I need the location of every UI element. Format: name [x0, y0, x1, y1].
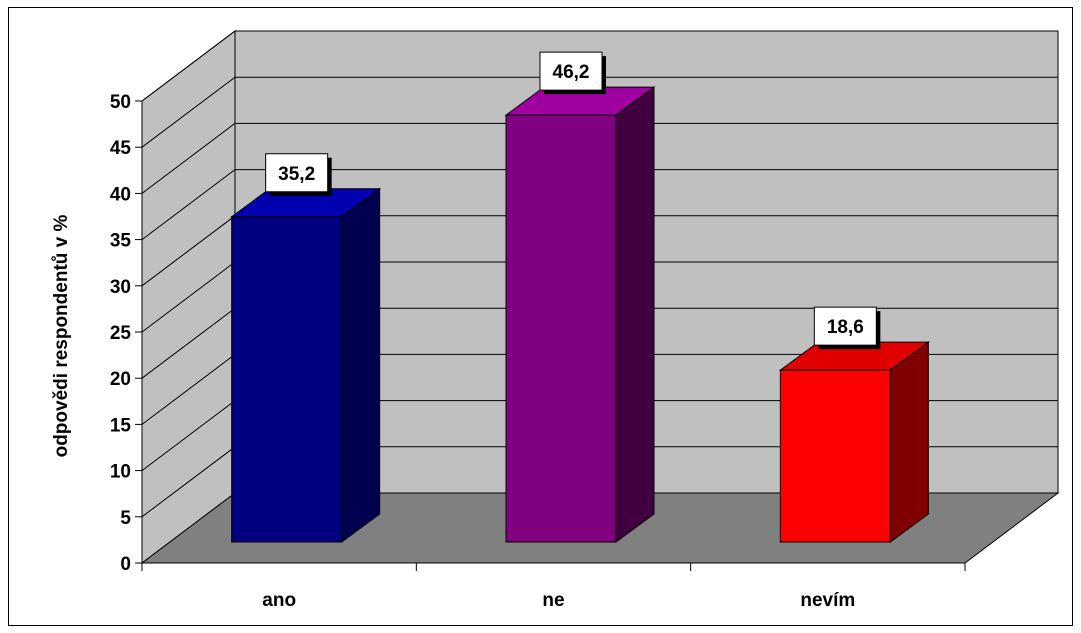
data-label: 46,2	[553, 62, 590, 83]
gridline	[141, 76, 1058, 148]
y-tick-label: 10	[110, 462, 131, 483]
x-tick-label: ano	[262, 590, 296, 611]
data-label-box	[265, 153, 329, 193]
data-label-box	[813, 306, 877, 346]
y-tick-label: 40	[110, 184, 131, 205]
y-tick-label: 5	[120, 508, 131, 529]
y-tick-label: 25	[110, 323, 132, 344]
gridline	[141, 169, 1058, 240]
y-tick-label: 50	[110, 92, 131, 113]
data-label: 18,6	[827, 317, 864, 338]
chart-axes: 0 5 10 15 20 25 30 35 40 45 50 ano ne nevím	[110, 92, 966, 611]
bar	[779, 369, 891, 543]
y-tick-label: 20	[110, 369, 131, 390]
data-label: 35,2	[278, 164, 315, 185]
y-tick-label: 30	[110, 277, 131, 298]
chart-data-labels: 35,2 46,2 18,6	[265, 51, 881, 350]
gridline	[141, 122, 1058, 194]
bar	[231, 216, 343, 543]
data-label-box	[539, 51, 603, 91]
bar-side	[889, 341, 929, 543]
y-tick-label: 15	[110, 415, 132, 436]
bar-side	[615, 86, 655, 543]
y-tick-label: 35	[110, 231, 132, 252]
gridline	[141, 30, 1058, 102]
bar	[505, 114, 617, 543]
y-tick-label: 0	[120, 554, 131, 575]
x-tick-label: ne	[542, 590, 564, 611]
y-tick-label: 45	[110, 138, 132, 159]
bar-side	[341, 187, 381, 543]
chart-bars	[230, 86, 930, 543]
x-tick-label: nevím	[800, 590, 855, 611]
y-axis-label: odpovědi respondentů v %	[51, 215, 72, 458]
